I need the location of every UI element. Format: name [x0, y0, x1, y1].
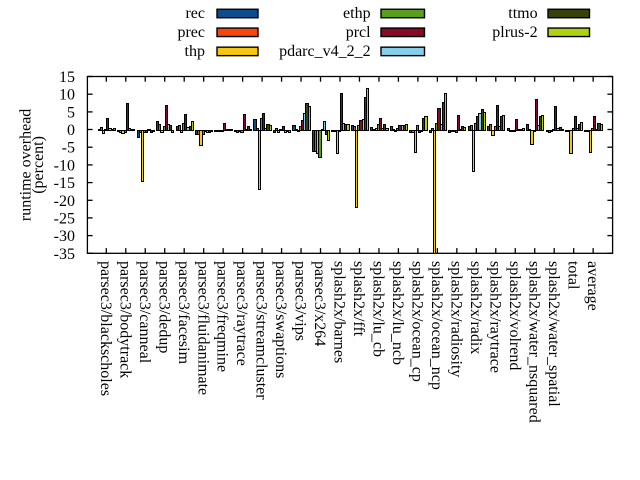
- svg-text:parsec3/streamcluster: parsec3/streamcluster: [253, 261, 270, 400]
- svg-text:splash2x/ocean_ncp: splash2x/ocean_ncp: [428, 261, 445, 390]
- svg-text:parsec3/fluidanimate: parsec3/fluidanimate: [194, 261, 211, 395]
- svg-text:rec: rec: [185, 5, 205, 22]
- svg-text:5: 5: [67, 104, 75, 121]
- svg-text:-35: -35: [54, 246, 75, 263]
- svg-text:parsec3/blackscholes: parsec3/blackscholes: [97, 261, 114, 396]
- svg-text:splash2x/water_spatial: splash2x/water_spatial: [545, 261, 562, 407]
- svg-text:splash2x/ocean_cp: splash2x/ocean_cp: [408, 261, 425, 382]
- svg-text:-10: -10: [54, 157, 75, 174]
- svg-text:prcl: prcl: [346, 24, 371, 41]
- svg-text:total: total: [564, 261, 581, 290]
- svg-text:splash2x/barnes: splash2x/barnes: [331, 261, 348, 363]
- svg-text:(percent): (percent): [30, 136, 47, 194]
- svg-text:splash2x/volrend: splash2x/volrend: [506, 261, 523, 370]
- svg-text:splash2x/raytrace: splash2x/raytrace: [486, 261, 503, 373]
- svg-text:parsec3/facesim: parsec3/facesim: [175, 261, 192, 365]
- svg-text:parsec3/canneal: parsec3/canneal: [136, 261, 153, 364]
- svg-text:average: average: [584, 261, 601, 311]
- svg-text:parsec3/dedup: parsec3/dedup: [155, 261, 172, 353]
- svg-text:splash2x/lu_cb: splash2x/lu_cb: [370, 261, 387, 357]
- svg-text:splash2x/lu_ncb: splash2x/lu_ncb: [389, 261, 406, 365]
- svg-text:pdarc_v4_2_2: pdarc_v4_2_2: [279, 43, 371, 60]
- svg-text:-5: -5: [62, 140, 75, 157]
- svg-text:parsec3/raytrace: parsec3/raytrace: [233, 261, 250, 366]
- svg-text:parsec3/x264: parsec3/x264: [311, 261, 328, 346]
- svg-text:parsec3/freqmine: parsec3/freqmine: [214, 261, 231, 372]
- svg-text:splash2x/radiosity: splash2x/radiosity: [447, 261, 464, 377]
- svg-text:parsec3/vips: parsec3/vips: [292, 261, 309, 341]
- svg-text:-25: -25: [54, 210, 75, 227]
- svg-text:thp: thp: [185, 43, 205, 60]
- svg-text:-30: -30: [54, 228, 75, 245]
- svg-text:ethp: ethp: [343, 5, 371, 22]
- svg-text:-20: -20: [54, 193, 75, 210]
- svg-text:parsec3/swaptions: parsec3/swaptions: [272, 261, 289, 378]
- svg-text:0: 0: [67, 122, 75, 139]
- svg-text:prec: prec: [177, 24, 205, 41]
- svg-text:splash2x/water_nsquared: splash2x/water_nsquared: [525, 261, 542, 423]
- svg-text:splash2x/fft: splash2x/fft: [350, 261, 367, 337]
- svg-text:plrus-2: plrus-2: [492, 24, 537, 41]
- svg-text:splash2x/radix: splash2x/radix: [467, 261, 484, 354]
- svg-text:runtime overhead: runtime overhead: [18, 109, 35, 221]
- svg-text:ttmo: ttmo: [508, 5, 537, 22]
- svg-text:-15: -15: [54, 175, 75, 192]
- svg-text:parsec3/bodytrack: parsec3/bodytrack: [116, 261, 133, 378]
- svg-text:15: 15: [59, 69, 75, 86]
- svg-text:10: 10: [59, 87, 75, 104]
